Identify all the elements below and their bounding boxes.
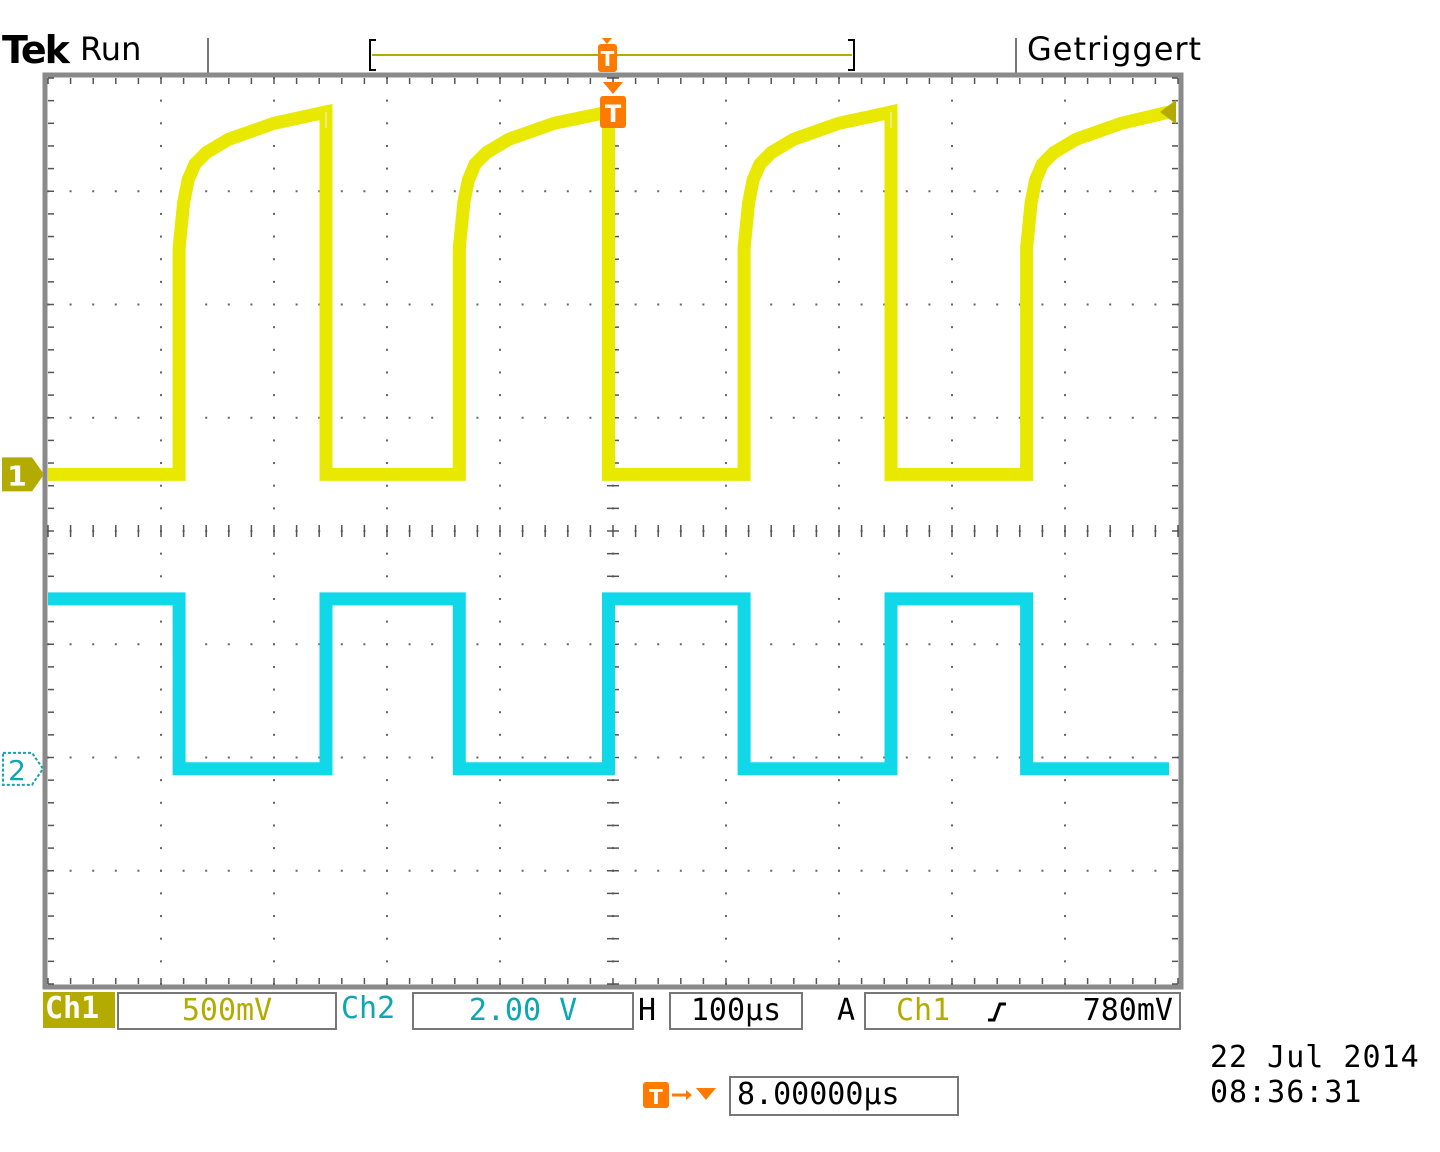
record-view-bar: T xyxy=(369,38,855,72)
ch2-scale[interactable]: 2.00 V xyxy=(412,992,634,1030)
trigger-label: A xyxy=(837,993,856,1028)
trigger-offset-marker-label: T xyxy=(649,1085,663,1109)
horizontal-label: H xyxy=(638,993,657,1028)
ground-marker-label: 2 xyxy=(8,754,26,787)
trace-ch1 xyxy=(48,103,1171,481)
header-divider-right xyxy=(1015,38,1017,74)
ch1-scale[interactable]: 500mV xyxy=(117,992,337,1030)
ch1-label[interactable]: Ch1 xyxy=(43,992,115,1028)
date: 22 Jul 2014 xyxy=(1210,1040,1420,1075)
time: 08:36:31 xyxy=(1210,1075,1363,1110)
graticule-grid xyxy=(47,77,1179,985)
trace-ch2 xyxy=(48,592,1169,776)
rising-edge-icon xyxy=(988,1002,1006,1022)
ground-marker-label: 1 xyxy=(7,459,26,492)
trigger-state: Getriggert xyxy=(1027,30,1203,68)
ground-marker-ch1-icon[interactable]: 1 xyxy=(2,457,44,492)
record-trigger-marker-label: T xyxy=(601,47,615,71)
trigger-settings[interactable]: Ch1 780mV xyxy=(864,992,1181,1030)
record-trigger-marker-icon: T xyxy=(598,38,617,72)
brand-logo: Tek xyxy=(2,28,70,72)
trigger-position-marker-label: T xyxy=(605,100,622,128)
trigger-offset-icon: T xyxy=(643,1082,716,1109)
header-divider-left xyxy=(207,38,209,74)
ch2-label[interactable]: Ch2 xyxy=(341,991,396,1026)
trigger-level-marker-icon xyxy=(1160,99,1176,124)
trigger-position-marker-icon[interactable]: T xyxy=(600,82,626,128)
channel-markers: 1 2 T xyxy=(2,82,1176,787)
trigger-level: 780mV xyxy=(1082,993,1173,1028)
acquisition-status: Run xyxy=(80,30,142,68)
trigger-source: Ch1 xyxy=(896,993,951,1028)
horizontal-scale[interactable]: 100µs xyxy=(669,992,803,1030)
ground-marker-ch2-icon[interactable]: 2 xyxy=(2,751,45,787)
trigger-offset-value[interactable]: 8.00000µs xyxy=(729,1076,959,1116)
datetime: 22 Jul 2014 08:36:31 xyxy=(1210,1040,1420,1110)
oscilloscope-display: 1 2 T xyxy=(2,72,1184,990)
